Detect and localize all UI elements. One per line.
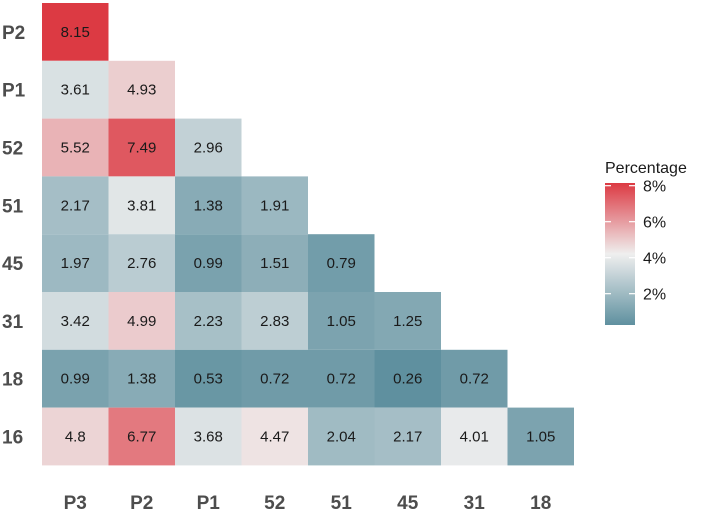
y-tick-label: 52: [2, 139, 23, 160]
heatmap-cell: [441, 349, 508, 408]
cell-value-label: 1.38: [194, 197, 223, 214]
heatmap-cell: [308, 292, 375, 350]
cell-value-label: 2.23: [194, 313, 223, 330]
heatmap-cell: [42, 176, 109, 235]
heatmap-cell: [241, 176, 308, 235]
cell-value-label: 8.15: [61, 24, 90, 41]
cell-value-label: 3.68: [194, 429, 223, 446]
cell-value-label: 5.52: [61, 140, 90, 157]
heatmap-cell: [241, 349, 308, 408]
y-tick-label: 16: [2, 428, 23, 449]
cell-value-label: 3.61: [61, 82, 90, 99]
x-tick-label: 31: [464, 493, 486, 514]
heatmap-cell: [507, 407, 574, 466]
y-tick-label: P1: [2, 81, 26, 102]
x-tick-label: 51: [331, 493, 353, 514]
cell-value-label: 3.81: [127, 197, 156, 214]
x-tick-label: 45: [397, 493, 419, 514]
cell-value-label: 2.96: [194, 140, 223, 157]
cell-value-label: 4.47: [260, 429, 289, 446]
legend-title: Percentage: [605, 160, 687, 177]
heatmap-cell: [108, 176, 175, 235]
heatmap-cell: [374, 349, 441, 408]
cell-value-label: 2.76: [127, 255, 156, 272]
heatmap-cell: [108, 118, 175, 177]
legend-tick-label: 4%: [643, 251, 666, 268]
heatmap-cell: [108, 407, 175, 466]
cell-value-label: 4.01: [460, 429, 489, 446]
heatmap-cell: [108, 292, 175, 350]
heatmap-cell: [108, 60, 175, 119]
x-tick-label: 52: [264, 493, 285, 514]
y-tick-label: 31: [2, 312, 24, 333]
cell-value-label: 6.77: [127, 429, 156, 446]
cell-value-label: 0.72: [327, 371, 356, 388]
legend-tick-label: 6%: [643, 215, 666, 232]
heatmap-cell: [42, 292, 109, 350]
heatmap-cell: [42, 234, 109, 292]
cell-value-label: 1.05: [327, 313, 356, 330]
cell-value-label: 2.83: [260, 313, 289, 330]
cell-value-label: 7.49: [127, 140, 156, 157]
legend-tick-label: 2%: [643, 287, 666, 304]
color-legend: Percentage 8% 6% 4% 2%: [605, 160, 687, 325]
x-tick-label: 18: [530, 493, 551, 514]
heatmap-cell: [42, 3, 109, 61]
cell-value-label: 3.42: [61, 313, 90, 330]
heatmap-cell: [108, 234, 175, 292]
heatmap-cell: [42, 60, 109, 119]
y-tick-label: 45: [2, 254, 24, 275]
heatmap-cell: [108, 349, 175, 408]
heatmap-cell: [175, 407, 242, 466]
heatmap-cell: [175, 349, 242, 408]
y-tick-label: 51: [2, 196, 24, 217]
cell-value-label: 2.17: [393, 429, 422, 446]
cell-value-label: 1.05: [526, 429, 555, 446]
heatmap-cell: [175, 292, 242, 350]
heatmap-cell: [241, 234, 308, 292]
x-tick-label: P2: [130, 493, 153, 514]
legend-tick-label: 8%: [643, 179, 666, 196]
heatmap-cell: [441, 407, 508, 466]
heatmap-cell: [308, 234, 375, 292]
cell-value-label: 1.38: [127, 371, 156, 388]
cell-value-label: 2.17: [61, 197, 90, 214]
heatmap-cell: [241, 292, 308, 350]
heatmap-cell: [374, 292, 441, 350]
heatmap-cell: [308, 349, 375, 408]
cell-value-label: 4.93: [127, 82, 156, 99]
cell-value-label: 1.51: [260, 255, 289, 272]
cell-value-label: 0.99: [194, 255, 223, 272]
legend-color-bar: [605, 183, 635, 325]
y-tick-label: 18: [2, 370, 23, 391]
cell-value-label: 1.91: [260, 197, 289, 214]
heatmap-cell: [374, 407, 441, 466]
y-axis-tick-labels: P2 P1 52 51 45 31 18 16: [2, 23, 26, 449]
y-tick-label: P2: [2, 23, 25, 44]
x-tick-label: P3: [64, 493, 87, 514]
heatmap-cell: [175, 176, 242, 235]
x-axis-tick-labels: P3 P2 P1 52 51 45 31 18: [64, 493, 552, 514]
cell-value-label: 1.97: [61, 255, 90, 272]
heatmap-cell: [175, 118, 242, 177]
cell-value-label: 4.8: [65, 429, 86, 446]
cell-value-label: 2.04: [327, 429, 356, 446]
heatmap-cell: [42, 349, 109, 408]
heatmap-cell: [175, 234, 242, 292]
heatmap-cell: [308, 407, 375, 466]
heatmap-cell: [241, 407, 308, 466]
heatmap-cells: 8.15 3.61 4.93 5.52 7.49 2.96 2.17 3.81 1.38 1.91…: [42, 3, 574, 466]
cell-value-label: 0.26: [393, 371, 422, 388]
cell-value-label: 1.25: [393, 313, 422, 330]
cell-value-label: 0.79: [327, 255, 356, 272]
cell-value-label: 0.72: [260, 371, 289, 388]
cell-value-label: 4.99: [127, 313, 156, 330]
cell-value-label: 0.99: [61, 371, 90, 388]
x-tick-label: P1: [197, 493, 221, 514]
cell-value-label: 0.72: [460, 371, 489, 388]
heatmap-cell: [42, 407, 109, 466]
cell-value-label: 0.53: [194, 371, 223, 388]
heatmap-cell: [42, 118, 109, 177]
